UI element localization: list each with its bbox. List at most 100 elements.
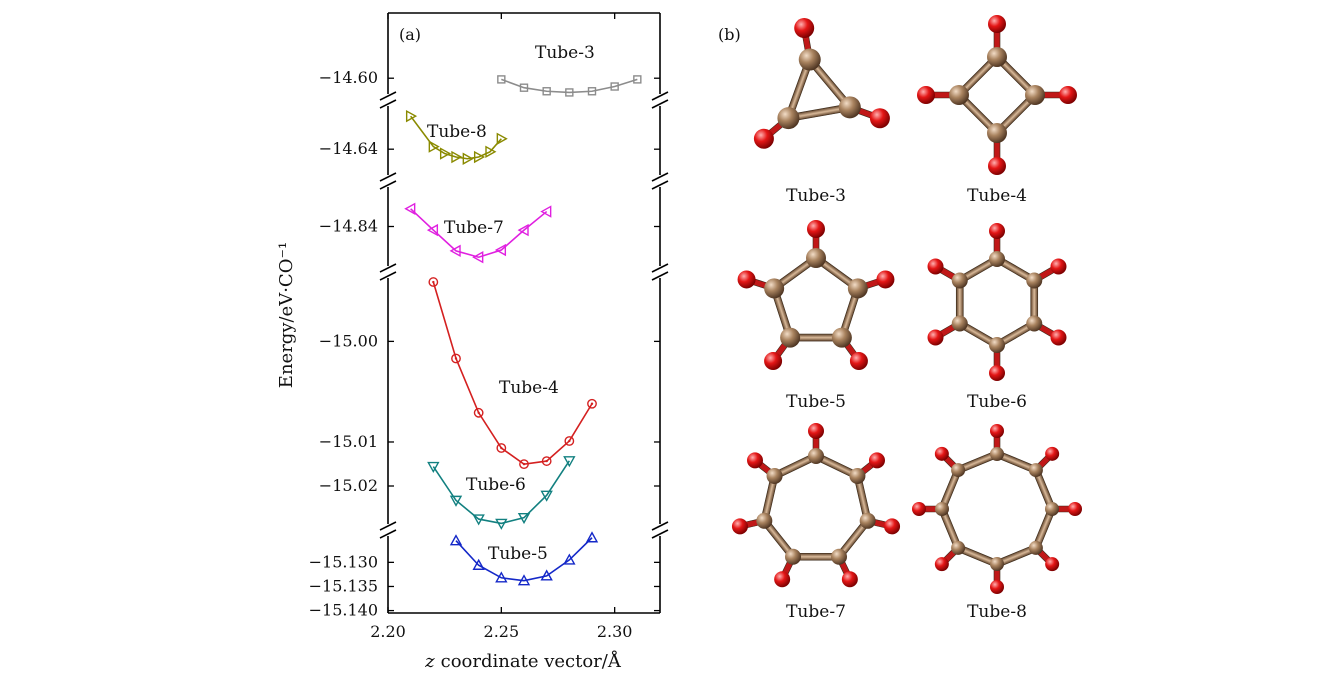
carbon-atom (798, 48, 821, 71)
carbon-atom (808, 448, 824, 464)
data-point-tri-up (585, 531, 599, 543)
data-point-circle (541, 456, 552, 466)
oxygen-atom (884, 518, 901, 535)
data-point-tri-right (451, 150, 463, 164)
y-tick-label: −14.84 (319, 217, 378, 236)
carbon-atom (847, 278, 868, 299)
y-tick-label: −15.02 (319, 476, 378, 495)
data-point-circle (428, 277, 439, 287)
series-tube-3: Tube-3 (497, 43, 642, 97)
oxygen-atom (849, 352, 868, 371)
series-tube-4: Tube-4 (428, 277, 597, 470)
axis-break-mark (379, 91, 397, 101)
series-line (432, 460, 571, 525)
carbon-atom (777, 107, 800, 130)
data-point-circle-dot (477, 411, 480, 415)
data-point-circle-dot (590, 402, 594, 405)
data-point-circle-dot (545, 459, 548, 463)
axis-break-mark (651, 180, 669, 190)
series-tube-8: Tube-8 (405, 109, 508, 165)
carbon-atom (951, 463, 966, 478)
series-line (410, 208, 548, 259)
data-point-tri-down (540, 490, 553, 502)
oxygen-atom (927, 258, 944, 275)
data-point-tri-up (517, 574, 531, 586)
data-point-square (565, 88, 574, 97)
axis-break-mark (379, 180, 397, 190)
carbon-atom (780, 327, 801, 348)
carbon-atom (785, 548, 802, 565)
data-point-tri-down (563, 456, 576, 468)
carbon-atom (951, 315, 968, 332)
carbon-atom (1025, 85, 1045, 105)
carbon-atom (990, 557, 1004, 571)
y-tick-label: −15.00 (319, 331, 378, 350)
data-point-circle (473, 407, 484, 418)
oxygen-atom (990, 424, 1004, 438)
data-point-circle (496, 443, 507, 453)
molecule-label: Tube-3 (786, 186, 846, 206)
data-point-square (633, 75, 642, 84)
data-point-tri-down (517, 512, 531, 525)
molecule-tube-5: Tube-5 (737, 220, 895, 412)
data-point-tri-up (540, 569, 553, 581)
data-point-tri-left (517, 223, 529, 237)
oxygen-atom (764, 352, 783, 371)
series-line (455, 537, 593, 582)
x-tick-label: 2.30 (597, 622, 633, 641)
molecule-label: Tube-6 (967, 392, 1027, 412)
oxygen-atom (1068, 502, 1082, 516)
oxygen-atom (934, 446, 949, 461)
carbon-atom (1028, 463, 1043, 478)
data-point-tri-up (563, 553, 576, 565)
axis-break-mark (651, 529, 669, 539)
oxygen-atom (753, 128, 774, 149)
data-point-tri-right (462, 152, 474, 165)
data-point-circle-dot (522, 462, 526, 466)
data-point-tri-right (496, 132, 508, 145)
axis-break-mark (379, 521, 397, 531)
oxygen-atom (989, 365, 1005, 381)
data-point-tri-down (472, 514, 485, 526)
oxygen-atom (988, 15, 1006, 33)
data-point-tri-left (472, 251, 484, 264)
oxygen-atom (1050, 258, 1067, 275)
data-point-circle-dot (568, 439, 571, 443)
y-tick-label: −15.135 (309, 576, 378, 595)
carbon-atom (1026, 272, 1043, 289)
data-point-tri-right (428, 140, 440, 153)
data-point-tri-right (405, 109, 418, 123)
oxygen-atom (876, 270, 895, 289)
oxygen-atom (869, 108, 890, 129)
series-label: Tube-4 (499, 378, 559, 398)
carbon-atom (830, 548, 847, 565)
series-tube-5: Tube-5 (449, 531, 599, 586)
series-tube-6: Tube-6 (427, 456, 576, 530)
data-point-tri-right (485, 145, 497, 158)
molecule-label: Tube-7 (786, 602, 846, 622)
axis-break-mark (379, 529, 397, 539)
data-point-tri-up (449, 534, 463, 546)
carbon-atom (949, 85, 969, 105)
carbon-atom (766, 467, 783, 484)
data-point-tri-up (495, 571, 508, 583)
axis-break-mark (651, 99, 669, 109)
axis-break-mark (651, 91, 669, 101)
molecule-tube-7: Tube-7 (731, 423, 901, 622)
series-label: Tube-5 (488, 544, 548, 564)
data-point-tri-left (494, 243, 507, 257)
data-point-tri-down (495, 518, 508, 530)
x-tick-label: 2.25 (484, 622, 520, 641)
data-point-tri-right (439, 147, 452, 160)
data-point-square (610, 82, 619, 91)
molecule-tube-8: Tube-8 (912, 424, 1082, 622)
oxygen-atom (1050, 329, 1067, 346)
oxygen-atom (988, 157, 1006, 175)
series-line (432, 281, 593, 465)
data-point-tri-left (404, 202, 416, 215)
data-point-circle (564, 436, 575, 446)
oxygen-atom (808, 423, 824, 439)
data-point-circle-dot (500, 446, 503, 450)
oxygen-atom (747, 452, 764, 469)
